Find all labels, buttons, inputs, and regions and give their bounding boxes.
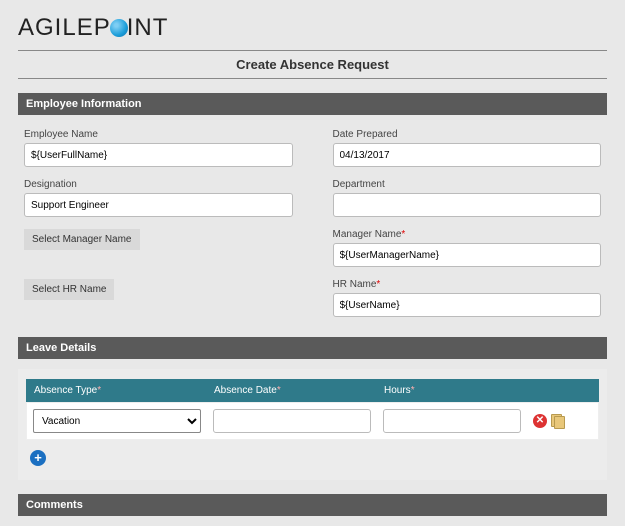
- field-select-manager: Select Manager Name: [24, 229, 293, 267]
- divider: [18, 78, 607, 79]
- field-manager-name: Manager Name*: [333, 229, 602, 267]
- input-absence-date[interactable]: [213, 409, 371, 433]
- required-marker: *: [401, 229, 405, 240]
- delete-row-icon[interactable]: ✕: [533, 414, 547, 428]
- section-comments: Comments: [18, 494, 607, 516]
- input-hours[interactable]: [383, 409, 521, 433]
- field-hr-name: HR Name*: [333, 279, 602, 317]
- label-hr-name-text: HR Name: [333, 279, 377, 290]
- col-hours: Hours*: [376, 379, 526, 402]
- label-department: Department: [333, 179, 602, 190]
- select-hr-button[interactable]: Select HR Name: [24, 279, 114, 300]
- label-manager-name-text: Manager Name: [333, 229, 402, 240]
- label-manager-name: Manager Name*: [333, 229, 602, 240]
- input-designation[interactable]: [24, 193, 293, 217]
- select-manager-button[interactable]: Select Manager Name: [24, 229, 140, 250]
- brand-logo: AGILEP INT: [18, 14, 607, 42]
- input-manager-name[interactable]: [333, 243, 602, 267]
- input-department[interactable]: [333, 193, 602, 217]
- brand-text-2: INT: [127, 14, 169, 41]
- leave-table-header: Absence Type* Absence Date* Hours*: [26, 379, 599, 402]
- field-date-prepared: Date Prepared: [333, 129, 602, 167]
- required-marker: *: [277, 385, 281, 396]
- col-absence-date: Absence Date*: [206, 379, 376, 402]
- col-absence-type: Absence Type*: [26, 379, 206, 402]
- input-date-prepared[interactable]: [333, 143, 602, 167]
- label-hr-name: HR Name*: [333, 279, 602, 290]
- section-leave-details: Leave Details: [18, 337, 607, 359]
- required-marker: *: [97, 385, 101, 396]
- divider: [18, 50, 607, 51]
- leave-table-row: Vacation ✕: [26, 402, 599, 440]
- label-date-prepared: Date Prepared: [333, 129, 602, 140]
- col-absence-date-text: Absence Date: [214, 385, 277, 396]
- employee-info-form: Employee Name Date Prepared Designation …: [18, 115, 607, 323]
- field-designation: Designation: [24, 179, 293, 217]
- add-row-icon[interactable]: +: [30, 450, 46, 466]
- add-row-area: +: [26, 450, 599, 466]
- section-employee-info: Employee Information: [18, 93, 607, 115]
- brand-dot-icon: [110, 19, 128, 37]
- required-marker: *: [376, 279, 380, 290]
- field-select-hr: Select HR Name: [24, 279, 293, 317]
- row-actions: ✕: [527, 414, 577, 428]
- col-absence-type-text: Absence Type: [34, 385, 97, 396]
- leave-details-area: Absence Type* Absence Date* Hours* Vacat…: [18, 369, 607, 480]
- copy-row-icon[interactable]: [551, 414, 565, 428]
- required-marker: *: [411, 385, 415, 396]
- brand-text-1: AGILEP: [18, 14, 111, 41]
- label-employee-name: Employee Name: [24, 129, 293, 140]
- label-designation: Designation: [24, 179, 293, 190]
- col-actions: [526, 379, 576, 402]
- field-department: Department: [333, 179, 602, 217]
- select-absence-type[interactable]: Vacation: [33, 409, 201, 433]
- field-employee-name: Employee Name: [24, 129, 293, 167]
- input-hr-name[interactable]: [333, 293, 602, 317]
- input-employee-name[interactable]: [24, 143, 293, 167]
- col-hours-text: Hours: [384, 385, 411, 396]
- page-title: Create Absence Request: [18, 53, 607, 76]
